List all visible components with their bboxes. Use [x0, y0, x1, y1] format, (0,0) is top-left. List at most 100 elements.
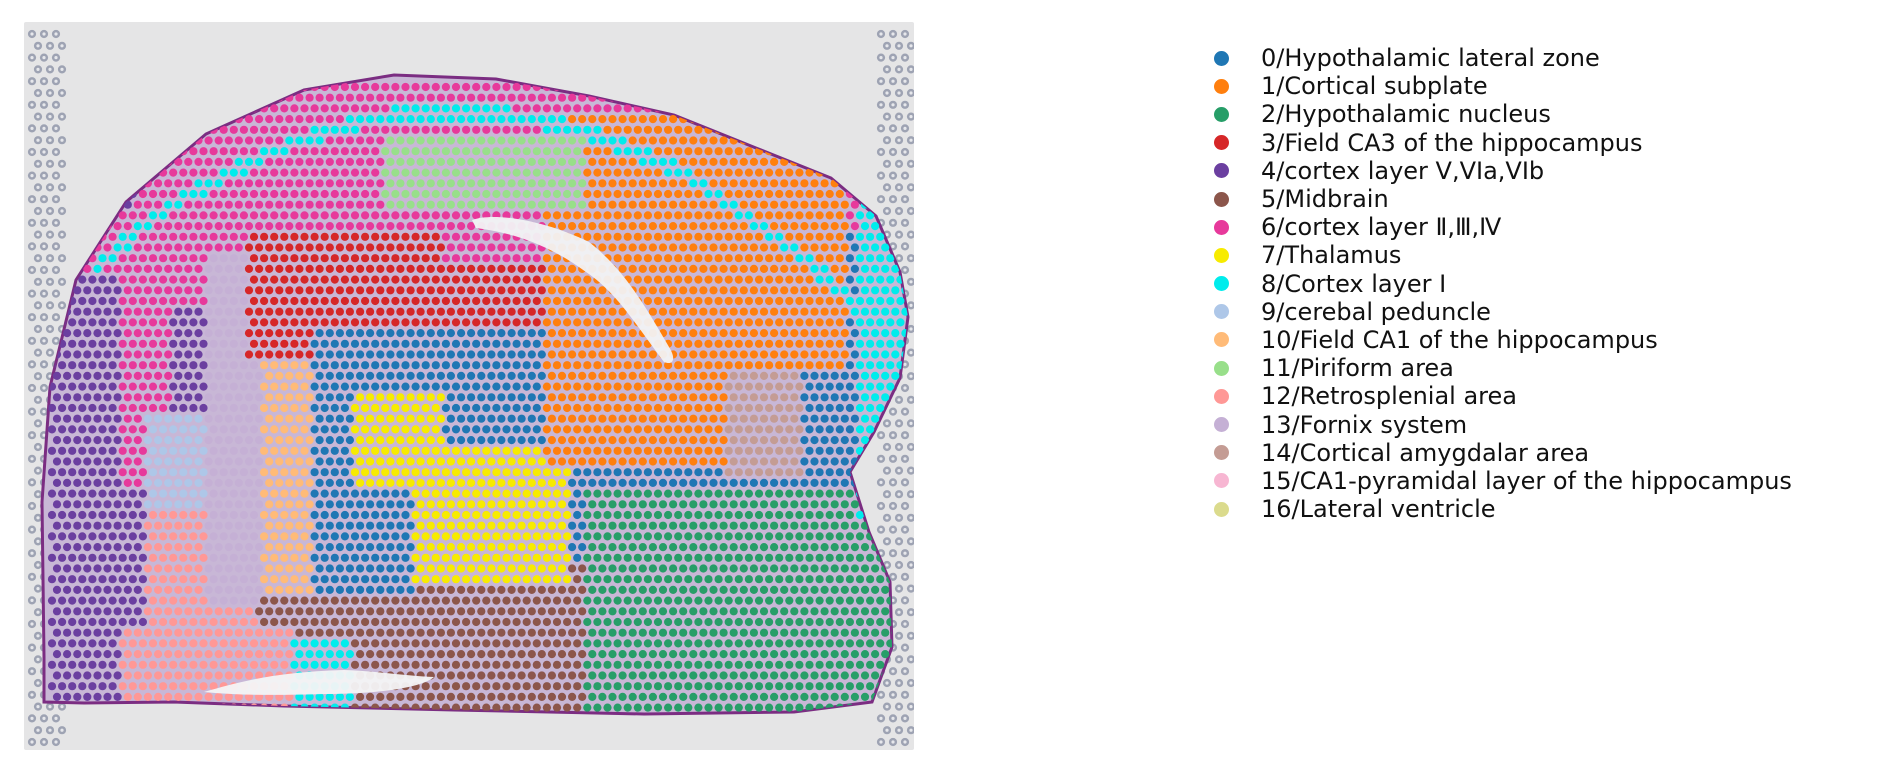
fiducial-spot-center [54, 197, 58, 201]
tissue-spot [689, 157, 698, 166]
tissue-spot [204, 136, 213, 145]
tissue-spot [88, 425, 97, 434]
tissue-spot [376, 200, 385, 209]
tissue-spot [502, 468, 511, 477]
tissue-spot [98, 403, 107, 413]
tissue-spot [219, 575, 228, 584]
tissue-spot [689, 543, 698, 552]
tissue-spot [73, 585, 82, 595]
tissue-spot [532, 254, 541, 263]
tissue-spot [502, 553, 511, 562]
tissue-spot [709, 500, 718, 509]
tissue-spot [63, 350, 72, 359]
tissue-spot [467, 500, 476, 509]
tissue-spot [204, 457, 213, 466]
tissue-spot [457, 478, 466, 487]
tissue-spot [164, 543, 173, 552]
tissue-spot [350, 361, 360, 370]
tissue-spot [260, 510, 269, 520]
tissue-spot [128, 532, 137, 541]
tissue-spot [320, 361, 329, 370]
tissue-spot [340, 532, 349, 541]
tissue-spot [290, 596, 299, 605]
tissue-spot [457, 350, 466, 359]
tissue-spot [280, 468, 289, 477]
tissue-spot [446, 243, 455, 252]
tissue-spot [795, 189, 804, 199]
tissue-spot [441, 147, 450, 156]
tissue-spot [765, 232, 774, 241]
tissue-spot [835, 553, 844, 562]
tissue-spot [512, 596, 521, 605]
tissue-spot [174, 607, 183, 616]
tissue-spot [689, 457, 698, 466]
tissue-spot [492, 382, 501, 391]
tissue-spot [850, 393, 860, 402]
tissue-spot [426, 457, 435, 466]
tissue-spot [759, 243, 769, 252]
tissue-spot [98, 361, 107, 370]
tissue-spot [416, 243, 425, 252]
tissue-spot [391, 489, 400, 498]
tissue-spot [457, 179, 466, 188]
tissue-spot [270, 104, 279, 113]
fiducial-spot-center [897, 705, 901, 709]
tissue-spot [229, 446, 238, 455]
fiducial-spot-center [42, 740, 46, 744]
tissue-spot [482, 296, 491, 306]
tissue-spot [436, 136, 445, 145]
tissue-spot [845, 510, 855, 520]
tissue-spot [421, 254, 430, 263]
tissue-spot [98, 275, 107, 284]
tissue-spot [265, 243, 274, 252]
tissue-spot [482, 382, 491, 391]
tissue-spot [436, 243, 445, 252]
tissue-spot [366, 521, 375, 530]
tissue-spot [219, 425, 228, 434]
tissue-spot [411, 232, 420, 241]
tissue-spot [830, 564, 839, 573]
tissue-spot [512, 425, 521, 434]
tissue-spot [148, 339, 158, 348]
tissue-spot [522, 168, 531, 177]
tissue-spot [866, 403, 875, 413]
tissue-spot [381, 489, 390, 498]
fiducial-spot-center [903, 622, 907, 626]
tissue-spot [457, 264, 466, 273]
tissue-spot [674, 596, 683, 605]
tissue-spot [780, 243, 789, 252]
tissue-spot [350, 553, 360, 562]
tissue-spot [209, 168, 218, 177]
tissue-spot [451, 296, 461, 306]
tissue-spot [325, 136, 334, 145]
fiducial-spot-center [909, 91, 913, 95]
tissue-spot [855, 339, 865, 348]
tissue-spot [416, 157, 425, 166]
tissue-spot [159, 553, 168, 562]
tissue-spot [800, 371, 809, 380]
tissue-spot [638, 136, 647, 145]
tissue-spot [749, 521, 759, 530]
tissue-spot [52, 478, 62, 487]
tissue-spot [320, 468, 329, 477]
tissue-spot [552, 296, 562, 306]
fiducial-spot-center [891, 669, 895, 673]
tissue-spot [391, 575, 400, 584]
tissue-spot [628, 350, 637, 359]
tissue-spot [674, 147, 683, 156]
tissue-spot [204, 500, 213, 509]
tissue-spot [568, 414, 577, 423]
tissue-spot [189, 403, 198, 413]
tissue-spot [674, 425, 683, 434]
fiducial-spot-center [42, 150, 46, 154]
tissue-spot [441, 446, 450, 455]
tissue-spot [527, 457, 536, 466]
tissue-spot [477, 329, 486, 338]
tissue-spot [754, 446, 764, 455]
tissue-spot [689, 222, 698, 231]
tissue-spot [356, 478, 365, 487]
tissue-spot [169, 575, 178, 584]
tissue-spot [103, 371, 112, 380]
tissue-spot [633, 532, 642, 541]
tissue-spot [467, 179, 476, 188]
